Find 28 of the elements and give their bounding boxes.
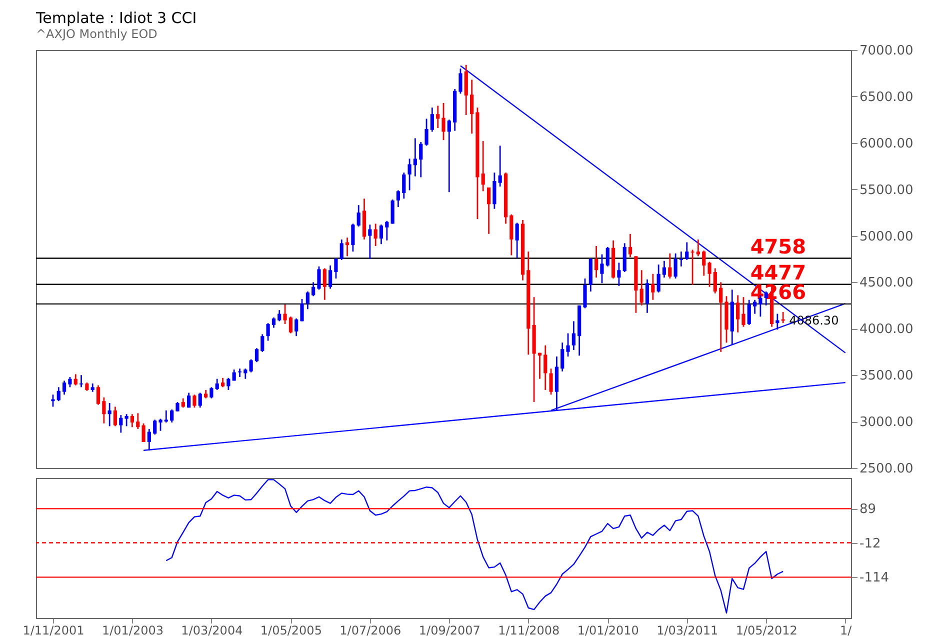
y-tick-label: 6000.00 bbox=[860, 136, 914, 152]
y-tick-label: 5500.00 bbox=[860, 182, 914, 198]
x-tick-label: 1/03/2011 bbox=[656, 624, 718, 638]
x-tick-label: 1/03/2004 bbox=[181, 624, 243, 638]
x-tick-label: 1/07/2006 bbox=[340, 624, 402, 638]
y-tick-label: 6500.00 bbox=[860, 90, 914, 105]
y-tick-label: 2500.00 bbox=[860, 462, 914, 476]
chart-subtitle: ^AXJO Monthly EOD bbox=[36, 27, 158, 41]
y-tick-label: 5000.00 bbox=[860, 229, 914, 244]
x-tick-label: 1/05/2012 bbox=[736, 624, 798, 638]
x-tick-label: 1/01/2010 bbox=[577, 624, 639, 638]
x-tick-label: 1/ bbox=[840, 624, 853, 638]
chart-title: Template : Idiot 3 CCI bbox=[35, 9, 197, 27]
y-tick-label: 3500.00 bbox=[860, 368, 914, 384]
y-tick-label: -114 bbox=[860, 570, 890, 586]
y-tick-label: 3000.00 bbox=[860, 415, 914, 430]
y-tick-label: -12 bbox=[860, 536, 881, 552]
x-tick-label: 1/09/2007 bbox=[418, 624, 480, 638]
x-tick-label: 1/05/2005 bbox=[260, 624, 322, 638]
ref-line-label: 4477 bbox=[750, 260, 806, 284]
y-tick-label: 89 bbox=[860, 502, 876, 518]
x-tick-label: 1/01/2003 bbox=[102, 624, 164, 638]
x-tick-label: 1/11/2008 bbox=[498, 624, 560, 638]
y-tick-label: 4000.00 bbox=[860, 322, 914, 338]
ref-line-label: 4758 bbox=[750, 234, 806, 258]
x-tick-label: 1/11/2001 bbox=[22, 624, 84, 638]
y-tick-label: 4500.00 bbox=[860, 276, 914, 291]
y-tick-label: 7000.00 bbox=[860, 44, 914, 58]
